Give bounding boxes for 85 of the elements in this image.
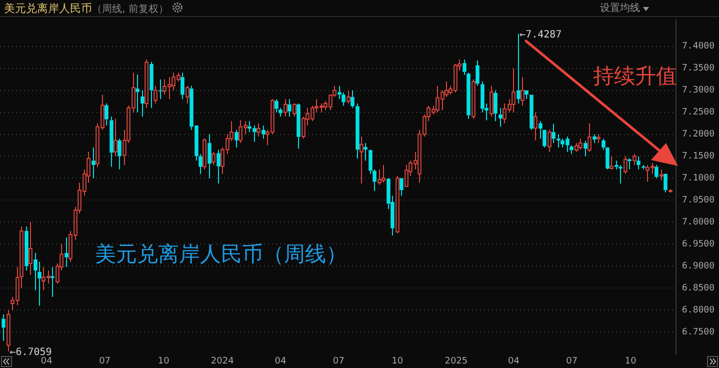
x-tick-label: 2025 (444, 356, 468, 367)
y-tick-label: 6.9500 (682, 239, 715, 250)
candlestick (24, 226, 28, 271)
candlestick (378, 168, 382, 186)
candlestick (262, 124, 266, 140)
candlestick (180, 72, 184, 100)
x-tick-label: 10 (392, 356, 404, 367)
candlestick (2, 314, 6, 342)
candlestick (664, 174, 668, 193)
candlestick (158, 78, 162, 100)
candlestick (28, 222, 32, 276)
x-tick-label: 07 (566, 356, 578, 367)
y-tick-label: 7.3000 (682, 86, 715, 96)
candlestick (498, 107, 502, 128)
x-tick-label: 07 (99, 356, 111, 367)
annotation: 美元兑离岸人民币（周线） (95, 241, 347, 268)
candlestick (350, 90, 354, 108)
candlestick (216, 149, 220, 184)
candlestick (50, 266, 54, 298)
candlestick (274, 98, 278, 113)
candlestick (6, 310, 10, 352)
y-tick-label: 7.1500 (682, 152, 715, 162)
candlestick (476, 60, 480, 86)
candlestick (136, 74, 140, 113)
candlestick (382, 164, 386, 184)
candlestick (552, 123, 556, 144)
annotation: 持续升值 (593, 63, 677, 90)
candlestick (140, 90, 144, 118)
candlestick (400, 178, 404, 196)
candlestick (512, 68, 516, 113)
candlestick (284, 98, 288, 118)
candlestick (588, 122, 592, 152)
candlestick (494, 90, 498, 122)
candlestick (530, 94, 534, 130)
y-tick-label: 6.8500 (682, 283, 715, 294)
candlestick (64, 237, 68, 268)
chart-subtitle: （周线, 前复权） (92, 4, 168, 15)
candlestick (584, 140, 588, 157)
y-tick-label: 6.8000 (682, 305, 715, 316)
candlestick (234, 129, 238, 148)
y-tick-label: 7.3500 (682, 64, 715, 74)
y-tick-label: 6.7500 (682, 327, 715, 338)
candlestick (356, 103, 360, 159)
candlestick (610, 156, 614, 170)
y-tick-label: 7.4000 (682, 42, 715, 52)
chart-title: 美元兑离岸人民币 (4, 2, 92, 15)
x-tick-label: 04 (274, 356, 286, 367)
candlestick (208, 134, 212, 179)
annotation: ←6.7059 (10, 347, 52, 358)
text: 设置均线 (600, 2, 640, 15)
y-tick-label: 7.1000 (682, 174, 715, 184)
candlestick (654, 164, 658, 179)
y-tick-label: 7.2000 (682, 130, 715, 140)
candlestick (660, 168, 664, 181)
candlestick (636, 156, 640, 170)
x-tick-label: 04 (508, 356, 520, 367)
candlestick (288, 98, 292, 118)
candlestick (516, 33, 520, 104)
candlestick (364, 142, 368, 162)
y-tick-label: 7.2500 (682, 108, 715, 118)
candlestick (490, 85, 494, 118)
candlestick (110, 116, 114, 168)
candlestick (592, 134, 596, 144)
candlestick (556, 134, 560, 148)
candlestick (114, 118, 118, 157)
candlestick (118, 138, 122, 170)
x-tick-label: 07 (332, 356, 344, 367)
candlestick (624, 156, 628, 174)
candlestick (534, 112, 538, 141)
candlestick (104, 103, 108, 126)
candlestick (92, 146, 96, 179)
x-tick-label: 04 (40, 356, 53, 367)
candlestick (524, 90, 528, 100)
candlestick (296, 103, 300, 150)
candlestick (520, 76, 524, 106)
x-tick-label: 2024 (210, 356, 234, 367)
candlestick (256, 122, 260, 137)
y-tick-label: 7.0500 (682, 196, 715, 206)
x-tick-label: 10 (158, 356, 170, 367)
x-tick-label: 10 (624, 356, 637, 367)
y-tick-label: 6.9000 (682, 261, 715, 272)
candlestick (150, 61, 154, 108)
y-tick-label: 7.0000 (682, 218, 715, 228)
annotation: ←7.4287 (520, 29, 562, 40)
candlestick (360, 136, 364, 184)
